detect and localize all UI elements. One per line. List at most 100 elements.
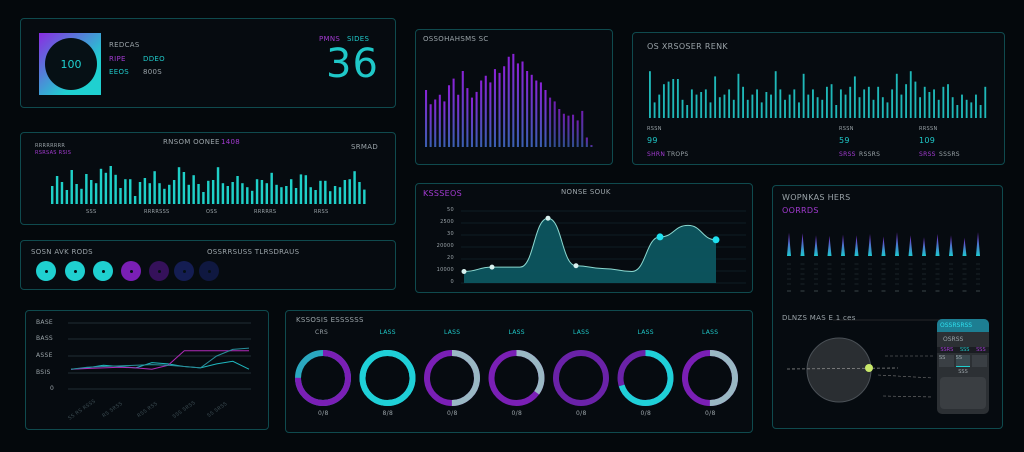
bar (567, 115, 570, 147)
profile-label: REDCAS (109, 41, 140, 49)
card-title: OSSRSRSS (937, 319, 989, 332)
bar (576, 120, 579, 147)
bar (493, 69, 496, 147)
bar (429, 104, 432, 147)
data-point (573, 263, 579, 269)
bar (231, 182, 234, 204)
bar (807, 94, 810, 118)
status-dot[interactable] (93, 261, 113, 281)
y-axis-label: ASSE (36, 352, 53, 359)
bar (507, 56, 510, 147)
bar (109, 166, 112, 204)
bar (718, 97, 721, 118)
bar (956, 105, 959, 118)
bar (80, 188, 83, 204)
donut-top-label: LASS (573, 329, 590, 336)
bar (562, 113, 565, 147)
bar (241, 183, 244, 204)
y-axis-label: 20000 (436, 243, 454, 249)
spike (908, 235, 913, 256)
bar (933, 89, 935, 118)
donuts-title: KSSOSIS ESSSSSS (296, 316, 364, 324)
bars-panel: RNSOM OONEE 1408 RRRRRRRR RSRSAS RSIS SR… (20, 132, 396, 225)
card-tab[interactable]: SSRS (940, 347, 954, 353)
status-dot[interactable] (199, 261, 219, 281)
donuts-chart (295, 350, 738, 406)
bar (839, 89, 842, 118)
bar (484, 75, 487, 147)
card-cells: SS SS (937, 353, 989, 369)
donut-track (553, 350, 609, 406)
bar (844, 94, 847, 118)
bar (70, 170, 73, 204)
bar (872, 99, 875, 118)
donut-bottom-label: 0/8 (511, 410, 523, 417)
bar (891, 89, 894, 118)
bar (895, 73, 898, 118)
stat-label: RSSN (839, 126, 854, 132)
card-cell[interactable]: SS (939, 355, 954, 367)
bar (572, 114, 575, 147)
status-dot[interactable] (174, 261, 194, 281)
bar (658, 94, 661, 118)
bar (104, 172, 108, 204)
bar (285, 186, 288, 204)
donut-top-label: LASS (637, 329, 654, 336)
bar (457, 94, 460, 147)
bar (728, 89, 731, 118)
bar (168, 184, 171, 204)
status-dot[interactable] (36, 261, 56, 281)
bar (676, 79, 679, 118)
bar (207, 180, 210, 204)
bar (153, 171, 156, 204)
profile-row1a: RIPE (109, 55, 126, 63)
status-dot[interactable] (121, 261, 141, 281)
stat-note: RSSRS (859, 151, 881, 158)
bar (681, 99, 684, 118)
bar (265, 183, 269, 204)
donut-top-label: LASS (508, 329, 525, 336)
status-dot[interactable] (149, 261, 169, 281)
bar (649, 71, 651, 118)
bar (970, 102, 973, 118)
bar (751, 94, 754, 118)
bar (324, 180, 327, 204)
bar (732, 99, 735, 118)
bar (172, 180, 176, 204)
bar (951, 97, 954, 118)
bar (358, 182, 361, 204)
bar (802, 73, 805, 118)
status-dot[interactable] (65, 261, 85, 281)
bar (928, 92, 931, 118)
card-tab[interactable]: SSS (976, 347, 986, 353)
info-card[interactable]: OSSRSRSS OSRSS SSRS SSS SSS SS SS SSS (937, 319, 989, 414)
bars-title: RNSOM OONEE (163, 138, 220, 146)
bar (549, 97, 552, 147)
donut-arc (424, 350, 480, 406)
card-cell[interactable] (972, 355, 988, 367)
spikes-panel: WOPNKAS HERS OORRDS DLNZS MAS E 1 ces OS… (772, 185, 1003, 429)
donut-bottom-label: 0/8 (318, 410, 329, 417)
card-cell[interactable]: SS (955, 355, 971, 367)
bar (60, 182, 64, 204)
bar (788, 94, 791, 118)
bar (192, 175, 195, 204)
stat-tag: SRSS (919, 151, 936, 158)
spikes-section-title: DLNZS MAS E 1 ces (782, 314, 856, 322)
bar (447, 85, 451, 147)
bar (737, 73, 740, 118)
bar (434, 99, 437, 147)
bar (280, 187, 283, 204)
bar (877, 86, 880, 118)
bar (816, 97, 819, 118)
spikes-title: WOPNKAS HERS (782, 193, 851, 202)
spikes-subtitle: OORRDS (782, 206, 819, 215)
bar (270, 172, 273, 204)
bar (709, 102, 712, 118)
bar (900, 94, 903, 118)
histogram-panel: OSSOHAHSMS SC (415, 29, 613, 165)
card-tab[interactable]: SSS (959, 347, 970, 353)
bar (202, 192, 205, 204)
donut-arc (617, 350, 674, 406)
bar (425, 90, 428, 147)
